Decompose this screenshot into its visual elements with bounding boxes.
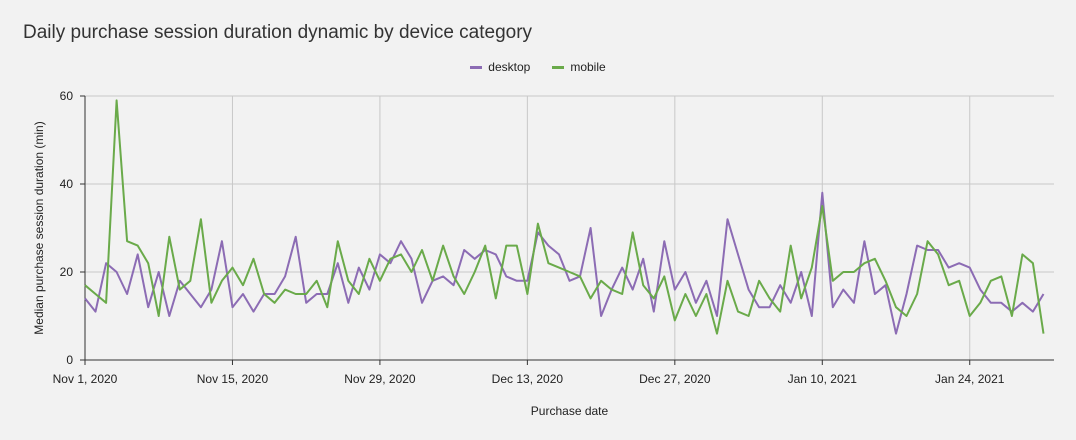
legend-swatch-mobile bbox=[552, 65, 565, 69]
chart-title: Daily purchase session duration dynamic … bbox=[23, 22, 533, 43]
series-line-mobile bbox=[84, 99, 1045, 335]
y-tick-label: 60 bbox=[60, 89, 74, 103]
grid bbox=[85, 95, 1054, 360]
axes bbox=[80, 95, 1054, 365]
y-tick-label: 0 bbox=[66, 353, 73, 367]
legend-label-mobile: mobile bbox=[570, 60, 606, 74]
legend-item-mobile: mobile bbox=[552, 60, 606, 74]
y-tick-label: 40 bbox=[60, 177, 74, 191]
x-tick-label: Jan 24, 2021 bbox=[935, 372, 1005, 386]
x-tick-label: Nov 1, 2020 bbox=[53, 372, 118, 386]
x-tick-label: Nov 15, 2020 bbox=[197, 372, 269, 386]
legend: desktop mobile bbox=[0, 60, 1076, 74]
axis-labels: 0 20 40 60 Nov 1, 2020 Nov 15, 2020 Nov 29, 20… bbox=[32, 89, 1005, 418]
x-tick-label: Dec 27, 2020 bbox=[639, 372, 711, 386]
legend-swatch-desktop bbox=[470, 65, 483, 69]
series bbox=[84, 99, 1045, 335]
legend-label-desktop: desktop bbox=[488, 60, 531, 74]
y-tick-label: 20 bbox=[60, 265, 74, 279]
y-axis-title: Median purchase session duration (min) bbox=[32, 121, 46, 334]
series-line-desktop bbox=[84, 191, 1045, 335]
x-axis-title: Purchase date bbox=[531, 404, 609, 418]
x-tick-label: Nov 29, 2020 bbox=[344, 372, 416, 386]
x-tick-label: Jan 10, 2021 bbox=[788, 372, 858, 386]
x-tick-label: Dec 13, 2020 bbox=[492, 372, 564, 386]
legend-item-desktop: desktop bbox=[470, 60, 530, 74]
